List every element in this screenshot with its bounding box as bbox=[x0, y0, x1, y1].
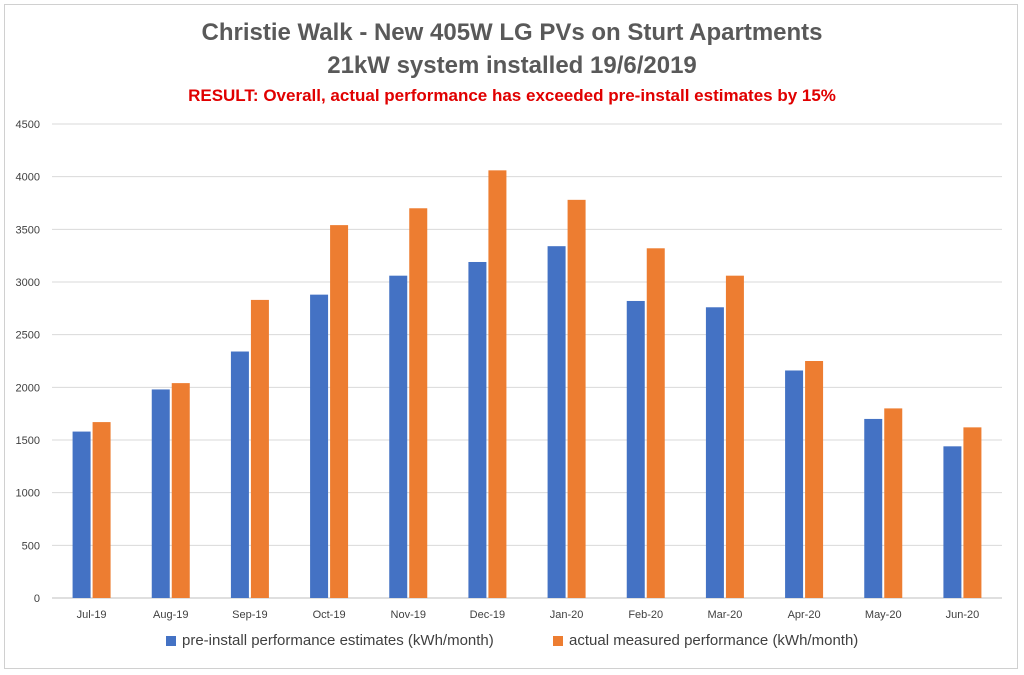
bar-actual bbox=[646, 248, 665, 598]
bar-estimate bbox=[72, 431, 91, 598]
x-tick-label: Oct-19 bbox=[313, 609, 346, 621]
bar-actual bbox=[409, 208, 428, 598]
y-tick-label: 3500 bbox=[16, 224, 40, 236]
legend-label-estimates: pre-install performance estimates (kWh/m… bbox=[182, 632, 494, 649]
bar-estimate bbox=[626, 300, 645, 598]
x-tick-label: Jan-20 bbox=[550, 609, 584, 621]
chart-annotation: RESULT: Overall, actual performance has … bbox=[188, 86, 836, 105]
y-tick-label: 2000 bbox=[16, 382, 40, 394]
legend-item-estimates: pre-install performance estimates (kWh/m… bbox=[166, 632, 494, 649]
bar-estimate bbox=[943, 446, 962, 598]
chart-title: Christie Walk - New 405W LG PVs on Sturt… bbox=[201, 19, 823, 46]
bar-actual bbox=[567, 199, 586, 598]
x-tick-label: May-20 bbox=[865, 609, 902, 621]
bar-actual bbox=[963, 427, 982, 598]
bar-actual bbox=[805, 361, 824, 598]
bar-estimate bbox=[785, 370, 804, 598]
bar-actual bbox=[250, 299, 269, 598]
bar-estimate bbox=[151, 389, 170, 598]
chart-frame bbox=[4, 4, 1018, 669]
bar-estimate bbox=[705, 307, 724, 598]
x-tick-label: Sep-19 bbox=[232, 609, 267, 621]
x-tick-label: Feb-20 bbox=[628, 609, 663, 621]
bar-estimate bbox=[547, 246, 566, 599]
bar-actual bbox=[171, 383, 190, 598]
bar-estimate bbox=[310, 294, 329, 598]
y-tick-label: 3000 bbox=[16, 277, 40, 289]
y-tick-label: 4000 bbox=[16, 172, 40, 184]
x-tick-label: Dec-19 bbox=[470, 609, 505, 621]
x-tick-label: Mar-20 bbox=[707, 609, 742, 621]
bar-actual bbox=[92, 422, 111, 598]
bar-estimate bbox=[468, 261, 487, 598]
bar-actual bbox=[488, 170, 507, 598]
bar-actual bbox=[725, 275, 744, 598]
x-tick-label: Jul-19 bbox=[77, 609, 107, 621]
y-tick-label: 2500 bbox=[16, 330, 40, 342]
x-tick-label: Nov-19 bbox=[391, 609, 426, 621]
bar-actual bbox=[884, 408, 903, 598]
x-tick-label: Jun-20 bbox=[946, 609, 980, 621]
bar-estimate bbox=[389, 275, 408, 598]
y-tick-label: 4500 bbox=[16, 119, 40, 131]
legend-swatch-estimates bbox=[166, 635, 176, 646]
legend-item-actual: actual measured performance (kWh/month) bbox=[553, 632, 858, 649]
legend-swatch-actual bbox=[553, 635, 563, 646]
bar-estimate bbox=[230, 351, 249, 598]
y-tick-label: 1000 bbox=[16, 488, 40, 500]
x-tick-label: Apr-20 bbox=[788, 609, 821, 621]
y-tick-label: 0 bbox=[34, 593, 40, 605]
bar-estimate bbox=[864, 418, 883, 598]
legend-label-actual: actual measured performance (kWh/month) bbox=[569, 632, 859, 649]
y-tick-label: 1500 bbox=[16, 435, 40, 447]
x-tick-label: Aug-19 bbox=[153, 609, 188, 621]
y-tick-label: 500 bbox=[22, 540, 40, 552]
chart-subtitle: 21kW system installed 19/6/2019 bbox=[327, 52, 697, 79]
bar-actual bbox=[330, 225, 349, 598]
